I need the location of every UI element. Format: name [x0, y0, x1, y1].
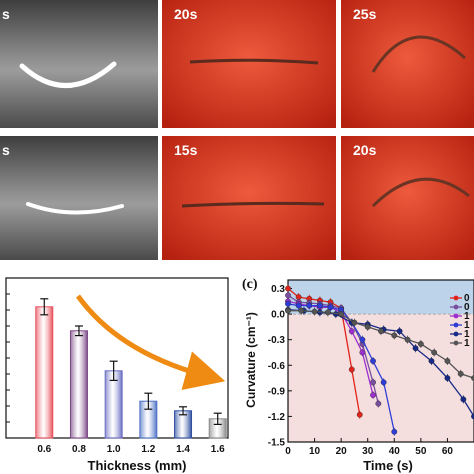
series-point	[285, 292, 291, 299]
series-point	[359, 336, 366, 343]
series-point	[306, 302, 313, 309]
line-x-axis-label: Time (s)	[363, 458, 413, 473]
series-point	[364, 323, 371, 330]
series-point	[457, 370, 464, 377]
photo-time-label: s	[2, 142, 10, 158]
series-point	[460, 396, 467, 403]
x-tick-label: 20	[336, 446, 348, 457]
x-tick-label: 30	[362, 446, 374, 457]
bar-x-tick-label: 1.4	[176, 444, 190, 455]
x-tick-label: 60	[442, 446, 454, 457]
series-point	[396, 328, 403, 335]
x-tick-label: 40	[389, 446, 401, 457]
series-point	[327, 304, 334, 311]
series-point	[295, 302, 302, 309]
photo-top-1: s	[0, 0, 158, 128]
series-point	[311, 308, 318, 315]
bar-x-tick-label: 0.8	[72, 444, 86, 455]
photo-bottom-2: 15s	[162, 136, 336, 260]
y-tick-label: 0.0	[271, 310, 285, 321]
thickness-bar-chart: 0.6 0.8 1.0 1.2 1.4 1.6 Thickness (mm)	[0, 268, 234, 474]
legend-label: 1	[464, 338, 470, 349]
bar-x-tick-label: 1.2	[141, 444, 155, 455]
series-line-1	[287, 294, 379, 404]
series-point	[471, 375, 474, 381]
series-point	[351, 319, 358, 326]
series-point	[316, 302, 323, 309]
series-point	[324, 309, 331, 316]
legend-label: 0	[464, 302, 470, 313]
y-tick-label: -1.2	[268, 412, 286, 423]
curvature-line-chart: 0.3 0.0 -0.3 -0.6 -0.9 -1.2 -1.5 0 10 20 30 40 50 60 0…	[238, 268, 474, 474]
legend-marker	[453, 322, 459, 328]
panel-label: (c)	[242, 277, 258, 292]
photo-time-label: 15s	[174, 142, 198, 158]
series-point	[378, 328, 384, 335]
series-point	[370, 358, 376, 364]
series-point	[391, 332, 398, 339]
line-plot-frame	[287, 279, 474, 443]
series-point	[375, 400, 382, 407]
series-point	[412, 345, 419, 352]
photo-time-label: 25s	[353, 6, 377, 22]
series-point	[391, 428, 398, 435]
trend-arrow	[75, 294, 226, 391]
series-point	[404, 336, 411, 343]
series-point	[356, 411, 363, 418]
series-point	[370, 379, 376, 386]
y-tick-label: -0.3	[268, 335, 286, 346]
photo-top-2: 20s	[162, 0, 336, 128]
y-tick-label: 0.3	[271, 284, 285, 295]
y-tick-label: -1.5	[268, 438, 286, 449]
x-tick-label: 10	[309, 446, 321, 457]
x-tick-label: 0	[285, 446, 291, 457]
legend-label: 1	[464, 320, 470, 331]
bar-0.6	[35, 306, 54, 439]
series-point	[285, 307, 291, 314]
legend-label: 1	[464, 329, 470, 340]
series-point	[338, 311, 345, 318]
series-point	[431, 349, 438, 356]
series-point	[380, 379, 387, 386]
series-point	[285, 285, 291, 292]
series-point	[348, 366, 355, 373]
y-tick-label: -0.9	[268, 386, 286, 397]
y-tick-label: -0.6	[268, 361, 286, 372]
series-point	[298, 307, 305, 314]
series-point	[348, 328, 355, 335]
legend-marker	[453, 313, 459, 319]
series-point	[444, 375, 451, 381]
photo-time-label: s	[2, 6, 10, 22]
bar-0.8	[69, 330, 88, 439]
line-y-axis-label: Curvature (cm⁻¹)	[244, 312, 258, 408]
legend-marker	[453, 340, 459, 346]
bar-x-tick-label: 1.6	[211, 444, 225, 455]
bar-x-tick-label: 0.6	[37, 444, 51, 455]
legend-label: 0	[464, 293, 470, 304]
legend-label: 1	[464, 311, 470, 322]
series-point	[444, 358, 451, 364]
legend-marker	[453, 304, 459, 310]
photo-top-3: 25s	[341, 0, 474, 128]
series-point	[370, 392, 376, 399]
photo-time-label: 20s	[353, 142, 377, 158]
series-point	[471, 413, 474, 420]
x-tick-label: 50	[415, 446, 427, 457]
bar-x-axis-label: Thickness (mm)	[88, 458, 187, 473]
legend-marker	[453, 331, 459, 337]
bar-x-tick-label: 1.0	[107, 444, 121, 455]
series-point	[359, 349, 366, 356]
series-point	[428, 358, 435, 364]
photo-bottom-1: s	[0, 136, 158, 260]
legend-marker	[453, 295, 459, 301]
series-point	[285, 300, 291, 307]
photo-time-label: 20s	[174, 6, 198, 22]
photo-bottom-3: 20s	[341, 136, 474, 260]
series-point	[417, 341, 424, 347]
